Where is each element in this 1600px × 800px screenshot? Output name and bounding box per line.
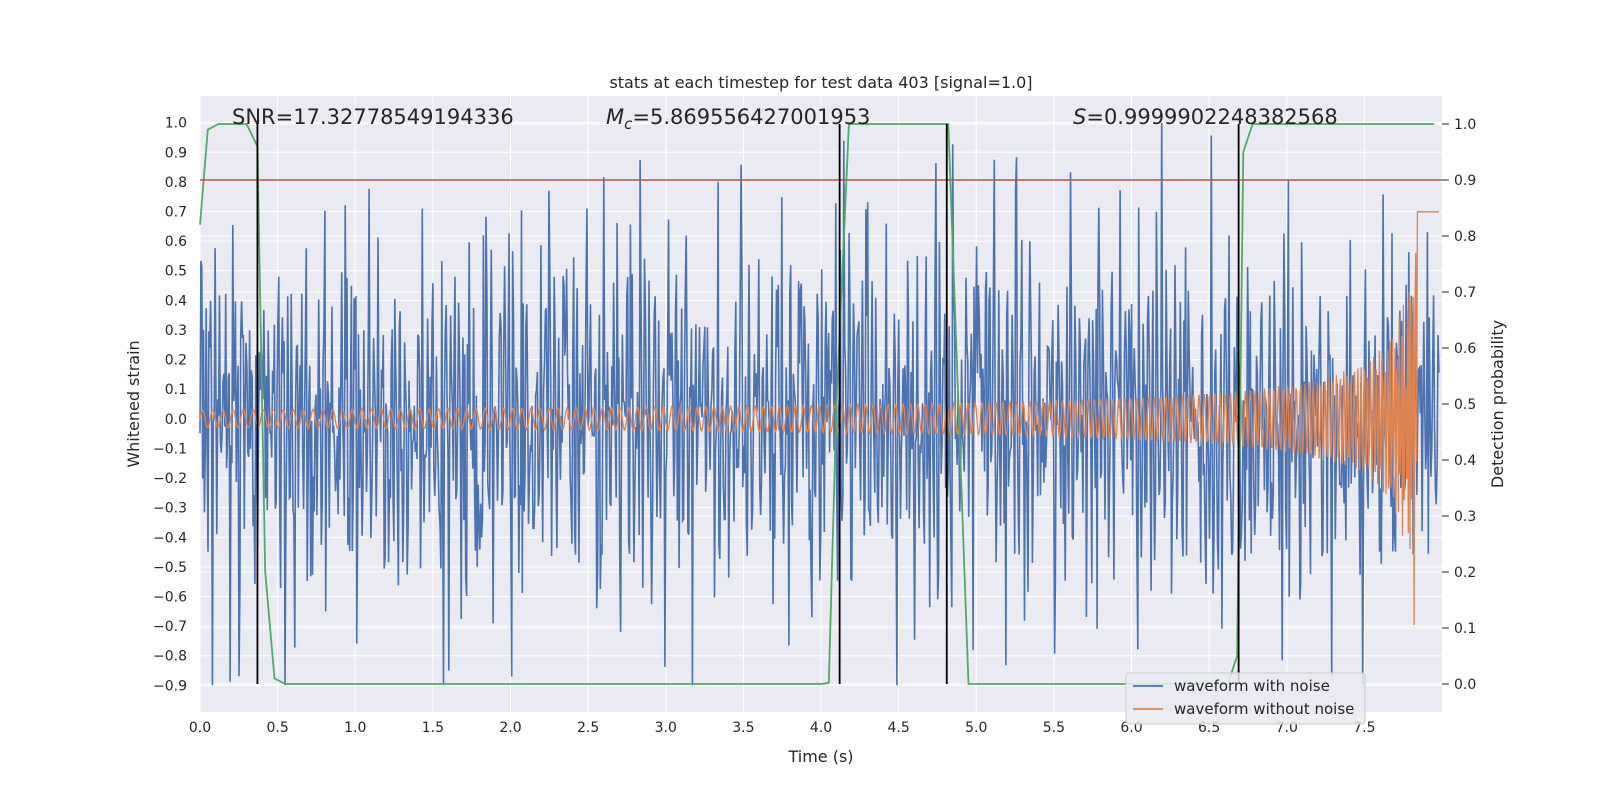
y2-tick-label: 0.4: [1454, 453, 1476, 469]
y2-tick-label: 1.0: [1454, 117, 1476, 133]
overlay-layer: [199, 123, 1442, 685]
y2-tick-label: 0.8: [1454, 229, 1476, 245]
y2-tick-label: 0.6: [1454, 341, 1476, 357]
y-tick-label: −0.2: [153, 471, 187, 487]
chart-title: stats at each timestep for test data 403…: [609, 73, 1032, 92]
legend-label-clean: waveform without noise: [1174, 700, 1354, 718]
y-tick-label: 0.8: [165, 175, 187, 191]
legend: waveform with noise waveform without noi…: [1125, 672, 1366, 725]
y2-tick-label: 0.7: [1454, 285, 1476, 301]
x-tick-label: 4.5: [887, 720, 909, 736]
y-tick-label: 1.0: [165, 116, 187, 132]
y2-tick-label: 0.0: [1454, 677, 1476, 693]
x-tick-label: 5.5: [1043, 720, 1065, 736]
x-tick-label: 2.0: [499, 720, 521, 736]
y-tick-label: −0.8: [153, 649, 187, 665]
x-tick-label: 3.5: [732, 720, 754, 736]
x-tick-label: 1.0: [344, 720, 366, 736]
tick-layer: 0.0 0.5 1.0 1.5 2.0 2.5 3.0 3.5 4.0 4.5 5.0 5.5 6.0 6…: [153, 116, 1476, 736]
x-axis-label: Time (s): [787, 747, 853, 766]
y-tick-label: −0.9: [153, 678, 187, 694]
score-annotation: S=0.9999902248382568: [1073, 105, 1338, 129]
series-layer: [199, 122, 1440, 686]
chirp-mass-annotation: Mc=5.869556427001953: [606, 105, 870, 133]
score-value: =0.9999902248382568: [1086, 105, 1337, 129]
chirp-mass-symbol: M: [606, 105, 624, 129]
x-tick-label: 1.5: [422, 720, 444, 736]
y-tick-label: 0.3: [165, 323, 187, 339]
y-tick-label: 0.2: [165, 353, 187, 369]
y-tick-label: −0.1: [153, 441, 187, 457]
y2-tick-label: 0.2: [1454, 565, 1476, 581]
x-tick-label: 4.0: [810, 720, 832, 736]
x-tick-label: 0.0: [189, 720, 211, 736]
y-tick-label: −0.3: [153, 501, 187, 517]
y-tick-label: 0.0: [165, 412, 187, 428]
x-tick-label: 2.5: [577, 720, 599, 736]
y-tick-label: 0.7: [165, 205, 187, 221]
y-tick-label: 0.6: [165, 234, 187, 250]
y2-tick-label: 0.9: [1454, 173, 1476, 189]
y-tick-label: −0.6: [153, 590, 187, 606]
y2-tick-label: 0.3: [1454, 509, 1476, 525]
score-symbol: S: [1073, 105, 1086, 129]
chirp-mass-subscript: c: [624, 115, 633, 133]
y-axis-label: Whitened strain: [124, 340, 143, 467]
y-tick-label: −0.4: [153, 530, 187, 546]
y-tick-label: −0.7: [153, 619, 187, 635]
y-tick-label: 0.9: [165, 145, 187, 161]
y-tick-label: 0.5: [165, 264, 187, 280]
x-tick-label: 3.0: [655, 720, 677, 736]
snr-annotation: SNR=17.32778549194336: [232, 105, 514, 129]
y-tick-label: 0.4: [165, 293, 187, 309]
series-waveform-with-noise: [199, 122, 1440, 686]
y2-axis-label: Detection probability: [1488, 320, 1507, 488]
y-tick-label: −0.5: [153, 560, 187, 576]
chirp-mass-value: =5.869556427001953: [632, 105, 870, 129]
legend-box: [1125, 672, 1366, 725]
y-tick-label: 0.1: [165, 382, 187, 398]
series-waveform-without-noise: [199, 211, 1439, 626]
y2-tick-label: 0.5: [1454, 397, 1476, 413]
y2-tick-label: 0.1: [1454, 621, 1476, 637]
x-tick-label: 0.5: [266, 720, 288, 736]
legend-label-noise: waveform with noise: [1174, 677, 1330, 695]
x-tick-label: 5.0: [965, 720, 987, 736]
